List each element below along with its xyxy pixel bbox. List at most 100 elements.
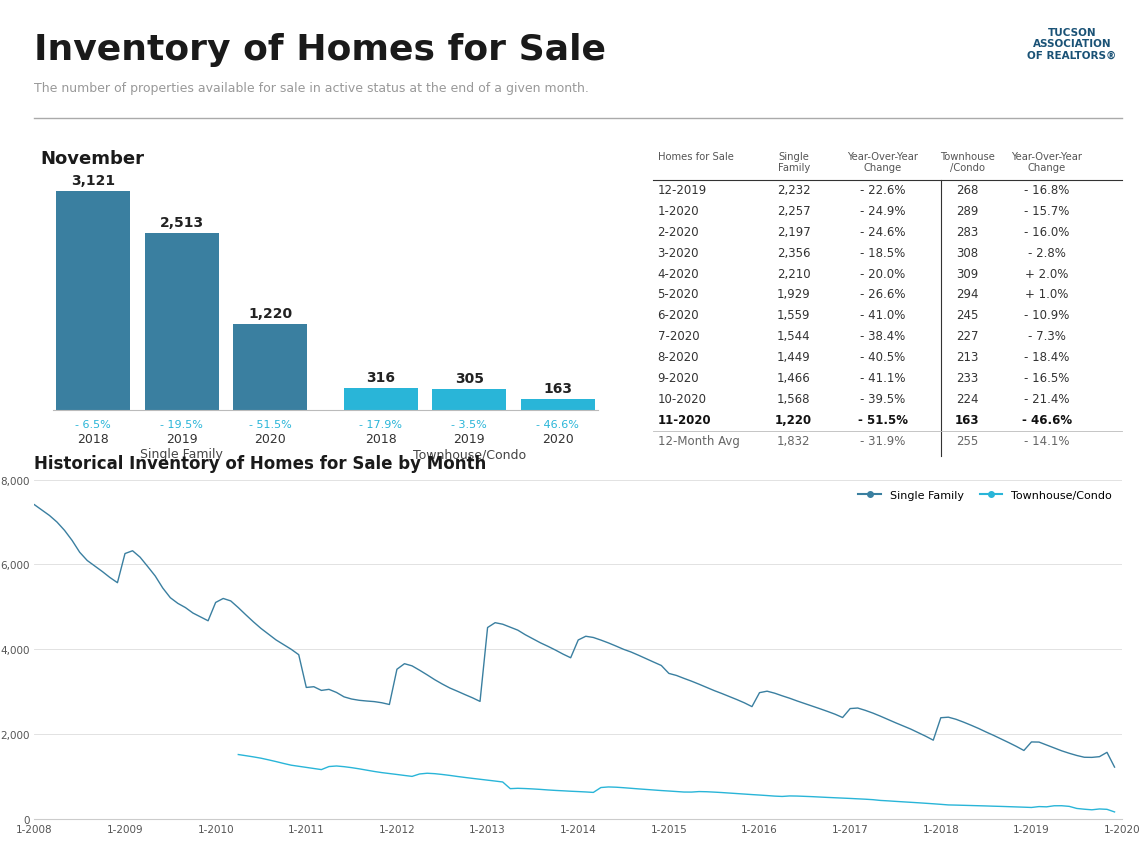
Text: 2,197: 2,197: [776, 225, 811, 239]
Text: 289: 289: [956, 205, 979, 218]
Text: - 41.0%: - 41.0%: [860, 309, 906, 322]
Text: 4-2020: 4-2020: [657, 267, 700, 281]
Text: 245: 245: [956, 309, 979, 322]
Text: 8-2020: 8-2020: [657, 351, 700, 363]
Text: 2018: 2018: [78, 432, 109, 445]
Text: Single Family: Single Family: [141, 448, 223, 461]
Text: 1,568: 1,568: [777, 392, 811, 405]
Text: - 22.6%: - 22.6%: [860, 183, 906, 197]
Text: - 51.5%: - 51.5%: [248, 419, 292, 429]
Text: Homes for Sale: Homes for Sale: [657, 152, 734, 161]
Text: - 40.5%: - 40.5%: [860, 351, 906, 363]
Text: 6-2020: 6-2020: [657, 309, 700, 322]
Text: 11-2020: 11-2020: [657, 414, 711, 426]
Text: The number of properties available for sale in active status at the end of a giv: The number of properties available for s…: [34, 83, 590, 96]
Text: - 16.8%: - 16.8%: [1025, 183, 1069, 197]
Text: - 51.5%: - 51.5%: [858, 414, 908, 426]
Text: 213: 213: [956, 351, 979, 363]
Text: 305: 305: [455, 371, 484, 386]
Text: - 16.0%: - 16.0%: [1025, 225, 1069, 239]
Text: 9-2020: 9-2020: [657, 372, 700, 385]
Text: 1,832: 1,832: [777, 434, 811, 447]
Text: 1,559: 1,559: [777, 309, 811, 322]
Text: 2,232: 2,232: [776, 183, 811, 197]
Text: 3-2020: 3-2020: [657, 247, 700, 259]
Text: - 26.6%: - 26.6%: [860, 288, 906, 301]
Text: TUCSON
ASSOCIATION
OF REALTORS®: TUCSON ASSOCIATION OF REALTORS®: [1027, 27, 1116, 61]
Text: 255: 255: [956, 434, 978, 447]
Text: - 2.8%: - 2.8%: [1028, 247, 1066, 259]
Text: 2,257: 2,257: [776, 205, 811, 218]
Text: - 31.9%: - 31.9%: [860, 434, 906, 447]
Text: 268: 268: [956, 183, 979, 197]
Text: - 21.4%: - 21.4%: [1025, 392, 1069, 405]
Text: - 39.5%: - 39.5%: [860, 392, 906, 405]
Text: 5-2020: 5-2020: [657, 288, 700, 301]
Text: 1,466: 1,466: [776, 372, 811, 385]
Text: 2020: 2020: [542, 432, 574, 445]
Text: 12-2019: 12-2019: [657, 183, 706, 197]
Text: 316: 316: [366, 370, 395, 385]
Text: 1-2020: 1-2020: [657, 205, 700, 218]
Text: 227: 227: [956, 330, 979, 343]
Bar: [56, 191, 131, 410]
Bar: [433, 389, 506, 410]
Text: 2,513: 2,513: [160, 216, 204, 230]
Text: - 20.0%: - 20.0%: [860, 267, 906, 281]
Text: - 18.5%: - 18.5%: [860, 247, 906, 259]
Text: Historical Inventory of Homes for Sale by Month: Historical Inventory of Homes for Sale b…: [34, 455, 487, 473]
Text: - 24.9%: - 24.9%: [860, 205, 906, 218]
Text: 2019: 2019: [166, 432, 198, 445]
Text: Year-Over-Year
Change: Year-Over-Year Change: [847, 152, 918, 173]
Text: 2,210: 2,210: [776, 267, 811, 281]
Text: - 19.5%: - 19.5%: [160, 419, 204, 429]
Text: + 2.0%: + 2.0%: [1025, 267, 1068, 281]
Text: 224: 224: [956, 392, 979, 405]
Text: 283: 283: [956, 225, 978, 239]
Bar: [145, 234, 219, 410]
Text: 10-2020: 10-2020: [657, 392, 706, 405]
Text: 2-2020: 2-2020: [657, 225, 700, 239]
Text: - 38.4%: - 38.4%: [860, 330, 906, 343]
Text: 2,356: 2,356: [777, 247, 811, 259]
Text: - 46.6%: - 46.6%: [536, 419, 579, 429]
Text: Inventory of Homes for Sale: Inventory of Homes for Sale: [34, 33, 607, 67]
Text: - 15.7%: - 15.7%: [1025, 205, 1069, 218]
Text: 308: 308: [956, 247, 978, 259]
Legend: Single Family, Townhouse/Condo: Single Family, Townhouse/Condo: [854, 485, 1116, 504]
Text: - 17.9%: - 17.9%: [360, 419, 402, 429]
Text: 1,929: 1,929: [776, 288, 811, 301]
Text: Single
Family: Single Family: [777, 152, 810, 173]
Text: 1,220: 1,220: [248, 307, 292, 321]
Text: 233: 233: [956, 372, 978, 385]
Text: 2018: 2018: [365, 432, 397, 445]
Text: 1,449: 1,449: [776, 351, 811, 363]
Text: 163: 163: [955, 414, 979, 426]
Text: 7-2020: 7-2020: [657, 330, 700, 343]
Text: - 6.5%: - 6.5%: [76, 419, 111, 429]
Bar: [234, 325, 307, 410]
Text: 2019: 2019: [453, 432, 485, 445]
Bar: [344, 388, 418, 410]
Text: 1,544: 1,544: [776, 330, 811, 343]
Text: 1,220: 1,220: [775, 414, 812, 426]
Bar: [521, 399, 594, 410]
Text: 309: 309: [956, 267, 978, 281]
Text: - 3.5%: - 3.5%: [451, 419, 488, 429]
Text: Year-Over-Year
Change: Year-Over-Year Change: [1011, 152, 1082, 173]
Text: - 14.1%: - 14.1%: [1025, 434, 1069, 447]
Text: - 18.4%: - 18.4%: [1025, 351, 1069, 363]
Text: - 46.6%: - 46.6%: [1022, 414, 1072, 426]
Text: November: November: [40, 150, 144, 168]
Text: + 1.0%: + 1.0%: [1025, 288, 1068, 301]
Text: Townhouse
/Condo: Townhouse /Condo: [940, 152, 995, 173]
Text: 294: 294: [956, 288, 979, 301]
Text: - 10.9%: - 10.9%: [1025, 309, 1069, 322]
Text: 2020: 2020: [254, 432, 286, 445]
Text: - 16.5%: - 16.5%: [1025, 372, 1069, 385]
Text: - 41.1%: - 41.1%: [860, 372, 906, 385]
Text: 3,121: 3,121: [71, 173, 116, 188]
Text: - 24.6%: - 24.6%: [860, 225, 906, 239]
Text: 163: 163: [544, 381, 572, 395]
Text: - 7.3%: - 7.3%: [1028, 330, 1066, 343]
